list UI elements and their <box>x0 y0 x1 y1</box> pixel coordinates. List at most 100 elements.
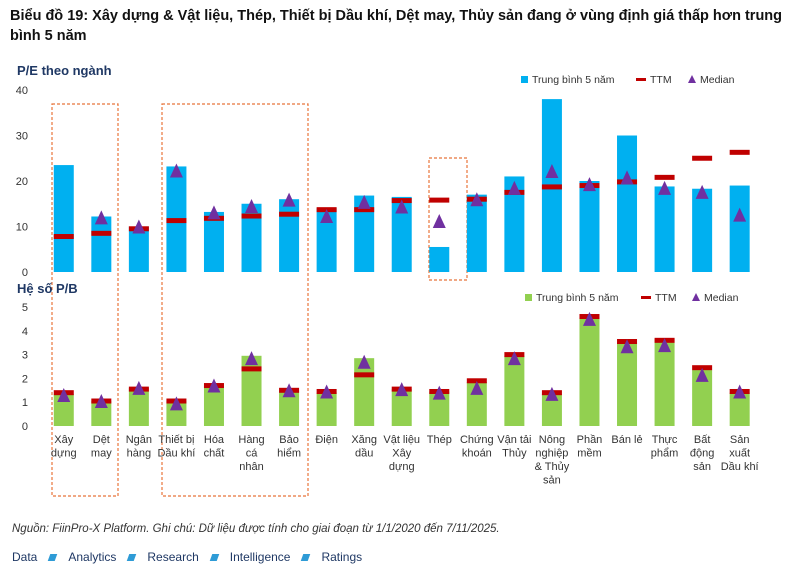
pe-median-marker <box>207 205 221 220</box>
pb-legend-median-label: Median <box>704 292 739 304</box>
pe-bar <box>391 196 412 272</box>
pe-median-marker <box>620 170 634 185</box>
category-label: Thiết bị <box>158 434 194 446</box>
pe-median-marker <box>545 163 559 178</box>
category-label: hàng <box>127 448 151 460</box>
category-label: phẩm <box>651 448 679 460</box>
pe-ytick-label: 40 <box>16 85 28 97</box>
pb-ytick-label: 3 <box>22 350 28 362</box>
pb-median-marker <box>57 388 71 403</box>
pb-ttm-marker <box>466 378 487 384</box>
pb-median-marker <box>320 384 334 399</box>
category-label: Sản <box>730 434 750 446</box>
category-label: Xây <box>54 434 73 446</box>
category-label: Hàng <box>238 434 264 446</box>
pb-ttm-marker <box>241 366 262 372</box>
footer-item-data[interactable]: Data <box>12 550 38 564</box>
pe-median-marker <box>432 214 446 229</box>
category-label: Dầu khí <box>157 448 195 460</box>
pb-bar <box>504 355 525 426</box>
pb-median-marker <box>695 367 709 382</box>
footer-item-research[interactable]: Research <box>147 550 199 564</box>
category-label: Nông <box>539 434 565 446</box>
footer-item-intelligence[interactable]: Intelligence <box>229 550 291 564</box>
category-label: Dệt <box>93 434 110 446</box>
category-label: nghiệp <box>535 448 568 460</box>
footer-item-analytics[interactable]: Analytics <box>68 550 117 564</box>
pb-ytick-label: 4 <box>22 326 28 338</box>
pe-bar <box>579 181 600 272</box>
category-label: Bán lẻ <box>611 434 642 446</box>
pe-bar <box>241 203 262 272</box>
pb-bar <box>654 339 675 426</box>
pe-ttm-marker <box>166 218 187 224</box>
category-label: Vận tải <box>497 434 531 446</box>
category-label: Phần <box>577 434 603 446</box>
pb-bar <box>128 387 149 426</box>
pe-median-marker <box>733 207 747 222</box>
category-label: xuất <box>729 448 750 460</box>
pe-median-marker <box>695 184 709 199</box>
pe-ytick-label: 20 <box>16 176 28 188</box>
footer-separator <box>48 553 58 561</box>
pb-median-marker <box>432 385 446 400</box>
pb-bar <box>429 391 450 426</box>
pe-ttm-marker <box>429 197 450 203</box>
pb-legend-bar-swatch <box>525 294 532 301</box>
pb-median-marker <box>132 380 146 395</box>
pb-ytick-label: 1 <box>22 397 28 409</box>
pe-legend-bar-label: Trung bình 5 năm <box>532 74 615 86</box>
pb-median-marker <box>282 383 296 398</box>
category-label: sản <box>693 461 711 473</box>
pe-legend-bar-swatch <box>521 76 528 83</box>
pe-bar <box>53 165 74 272</box>
pe-bar <box>354 195 375 272</box>
pe-median-marker <box>132 219 146 234</box>
footer-item-ratings[interactable]: Ratings <box>321 550 363 564</box>
pb-bar <box>617 342 638 426</box>
pe-bar <box>692 188 713 272</box>
pe-median-marker <box>357 194 371 209</box>
pb-median-marker <box>470 380 484 395</box>
category-label: nhân <box>239 461 263 473</box>
pe-bar <box>617 135 638 272</box>
pe-ttm-marker <box>91 230 112 236</box>
footer-separator <box>209 553 220 561</box>
category-label: Bảo <box>279 434 299 446</box>
pb-bar <box>241 355 262 426</box>
category-label: Thép <box>427 434 452 446</box>
pb-ttm-marker <box>692 365 713 371</box>
category-label: Thực <box>652 434 678 446</box>
pe-ttm-marker <box>541 184 562 190</box>
category-label: dựng <box>389 461 415 473</box>
footer-separator <box>127 553 137 561</box>
pe-bar <box>729 185 750 272</box>
pb-median-marker <box>94 394 108 409</box>
pe-median-marker <box>320 209 334 224</box>
pe-median-marker <box>169 163 183 178</box>
category-label: dầu <box>355 448 373 460</box>
category-label: Bất <box>694 434 711 446</box>
pb-ttm-marker <box>354 372 375 378</box>
pe-ttm-marker <box>654 174 675 180</box>
category-label: may <box>91 448 112 460</box>
pb-median-marker <box>357 354 371 369</box>
pe-bar <box>203 211 224 272</box>
pb-median-marker <box>507 351 521 366</box>
pe-ttm-marker <box>729 149 750 155</box>
pe-bar <box>128 226 149 272</box>
pb-median-marker <box>582 311 596 326</box>
category-label: động <box>690 448 714 460</box>
pe-bar <box>279 199 300 272</box>
pe-median-marker <box>94 210 108 225</box>
pe-median-marker <box>507 180 521 195</box>
pe-median-marker <box>245 199 259 214</box>
pe-median-marker <box>658 180 672 195</box>
category-label: Xăng <box>351 434 377 446</box>
pb-median-marker <box>207 378 221 393</box>
pb-legend-ttm-swatch <box>641 296 651 299</box>
pb-bar <box>279 390 300 426</box>
category-label: dựng <box>51 448 77 460</box>
pe-legend-median-swatch <box>688 75 696 83</box>
